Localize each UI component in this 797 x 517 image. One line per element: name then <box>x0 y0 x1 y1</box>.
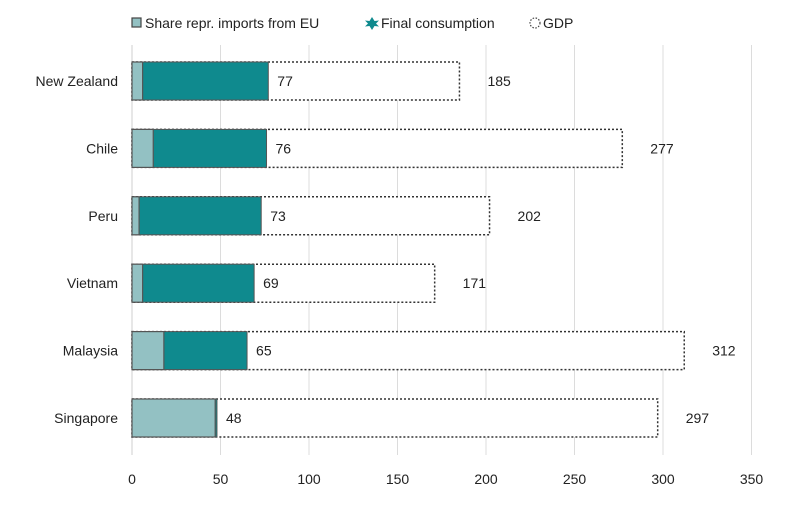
legend: Share repr. imports from EU Final consump… <box>131 15 573 31</box>
value-label-gdp: 202 <box>518 208 542 224</box>
x-tick-label: 300 <box>651 471 675 487</box>
legend-swatch-gdp <box>529 17 541 29</box>
x-tick-label: 0 <box>128 471 136 487</box>
legend-label-imports: Share repr. imports from EU <box>145 15 319 31</box>
legend-swatch-imports <box>131 17 142 28</box>
x-axis-ticks: 0 50 100 150 200 250 300 350 <box>128 471 763 487</box>
category-label: Malaysia <box>63 343 118 359</box>
category-label: Singapore <box>54 410 118 426</box>
x-tick-label: 100 <box>297 471 321 487</box>
value-label-final-consumption: 48 <box>226 410 242 426</box>
category-label: New Zealand <box>36 73 119 89</box>
value-label-gdp: 312 <box>712 343 736 359</box>
x-tick-label: 250 <box>563 471 587 487</box>
value-label-gdp: 171 <box>463 275 487 291</box>
category-label: Chile <box>86 140 118 156</box>
legend-swatch-final-consumption <box>365 17 379 30</box>
bar-final-consumption <box>131 263 255 303</box>
value-label-final-consumption: 69 <box>263 275 279 291</box>
bar-final-consumption <box>131 196 262 236</box>
legend-label-gdp: GDP <box>543 15 573 31</box>
category-label: Peru <box>88 208 118 224</box>
value-label-gdp: 185 <box>487 73 511 89</box>
x-tick-label: 150 <box>386 471 410 487</box>
bar-final-consumption <box>131 61 269 101</box>
bar-imports-share <box>131 128 154 168</box>
grid-lines <box>131 45 752 455</box>
bar-final-consumption <box>131 128 268 168</box>
value-labels: 77 185 76 277 73 202 69 171 65 312 48 297 <box>226 73 736 426</box>
bar-imports-share <box>131 61 144 101</box>
bar-gdp <box>131 398 659 438</box>
category-label: Vietnam <box>67 275 118 291</box>
bar-imports-share <box>131 263 144 303</box>
value-label-final-consumption: 77 <box>277 73 293 89</box>
value-label-final-consumption: 65 <box>256 343 272 359</box>
legend-label-final-consumption: Final consumption <box>381 15 495 31</box>
bar-imports-share <box>131 398 216 438</box>
bar-imports-share <box>131 331 165 371</box>
value-label-final-consumption: 73 <box>270 208 286 224</box>
value-label-final-consumption: 76 <box>276 140 292 156</box>
value-label-gdp: 277 <box>650 140 674 156</box>
category-labels: New Zealand Chile Peru Vietnam Malaysia Singa… <box>36 73 119 426</box>
x-tick-label: 200 <box>474 471 498 487</box>
bars <box>131 61 685 438</box>
bar-imports-share <box>131 196 140 236</box>
value-label-gdp: 297 <box>686 410 710 426</box>
x-tick-label: 50 <box>213 471 229 487</box>
x-tick-label: 350 <box>740 471 764 487</box>
